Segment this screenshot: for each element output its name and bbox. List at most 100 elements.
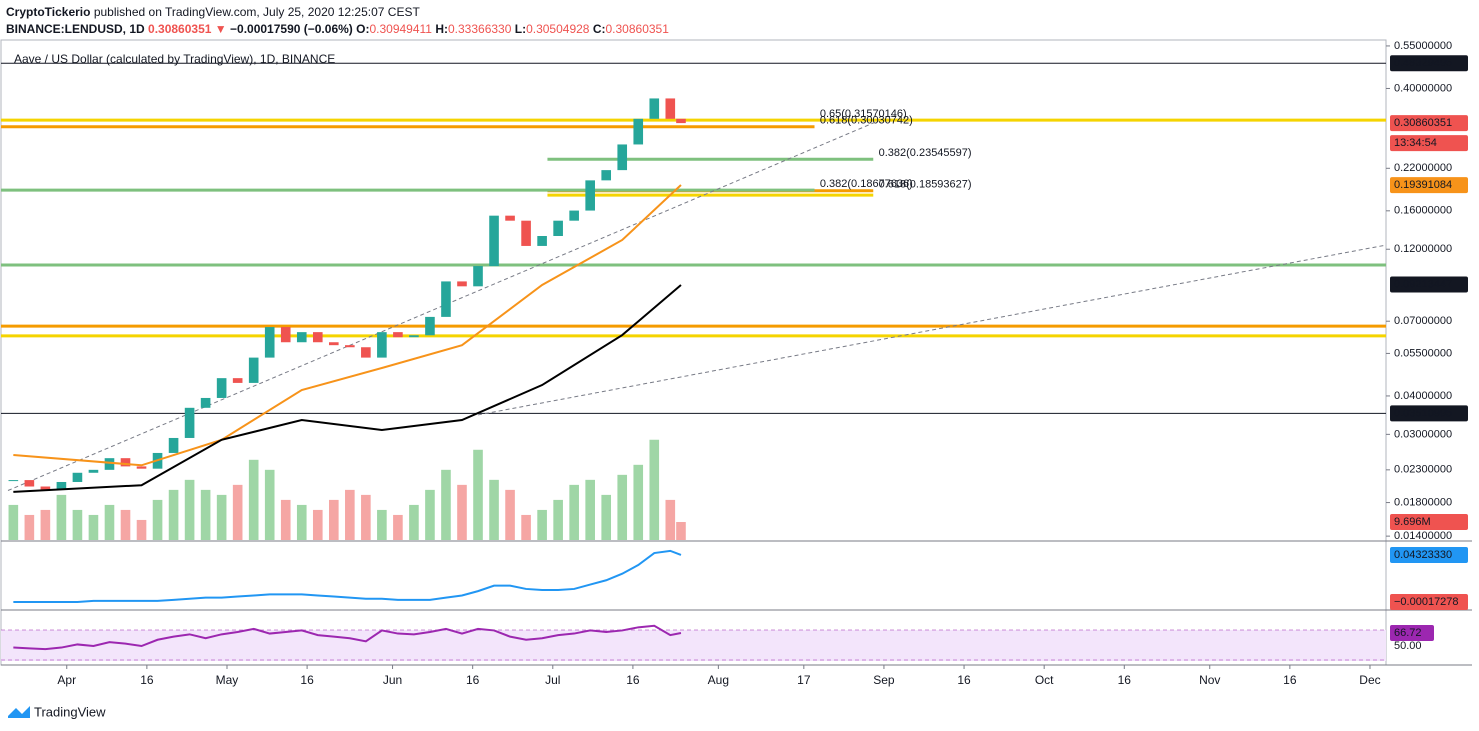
candle [633, 118, 644, 145]
candle [505, 215, 515, 221]
candle [441, 281, 451, 317]
y-tick-label: 0.55000000 [1394, 40, 1452, 52]
volume-bar [24, 514, 35, 540]
arrow: ▼ [214, 22, 227, 36]
volume-bar [361, 494, 371, 540]
x-tick-label: Dec [1359, 673, 1380, 687]
countdown: 13:34:54 [1394, 137, 1437, 149]
x-tick-label: Jun [383, 673, 402, 687]
header: CryptoTickerio published on TradingView.… [6, 4, 669, 38]
price-label: 0.03510995 [1394, 407, 1452, 419]
x-tick-label: Oct [1035, 673, 1054, 687]
header-line: CryptoTickerio published on TradingView.… [6, 4, 669, 21]
x-tick-label: 16 [1118, 673, 1132, 687]
volume-bar [393, 514, 403, 540]
volume-bar [441, 469, 451, 540]
x-tick-label: 17 [797, 673, 811, 687]
price-label-box [1390, 276, 1468, 293]
candle [425, 316, 435, 336]
candle [665, 98, 676, 119]
o-label: O: [356, 22, 370, 36]
symbol: BINANCE:LENDUSD, 1D [6, 22, 145, 36]
candle [200, 397, 211, 408]
header-line: BINANCE:LENDUSD, 1D 0.30860351 ▼ −0.0001… [6, 21, 669, 38]
macd-label: −0.00017278 [1394, 596, 1459, 608]
volume-bar [505, 489, 515, 540]
volume-bar [136, 519, 147, 540]
candle [345, 345, 355, 348]
y-tick-label: 0.16000000 [1394, 205, 1452, 217]
high: 0.33366330 [448, 22, 512, 36]
macd-label: 0.04323330 [1394, 549, 1452, 561]
countdown-box [1390, 135, 1468, 152]
y-tick-label: 0.02300000 [1394, 464, 1452, 476]
y-tick-label: 0.01800000 [1394, 496, 1452, 508]
x-tick-label: Jul [545, 673, 560, 687]
candle [88, 469, 99, 473]
x-tick-label: Apr [57, 673, 76, 687]
volume-bar [409, 504, 419, 540]
publisher: CryptoTickerio [6, 5, 91, 19]
candle [393, 332, 403, 338]
price-label: 0.19391084 [1394, 179, 1452, 191]
x-tick-label: 16 [300, 673, 314, 687]
candle [216, 378, 227, 398]
candle [72, 472, 83, 482]
x-tick-label: 16 [1283, 673, 1297, 687]
rsi-label-box [1390, 624, 1434, 641]
candle [264, 327, 275, 358]
candle [537, 236, 547, 246]
macd-label-box [1390, 546, 1468, 563]
volume-bar [264, 469, 275, 540]
x-tick-label: 16 [140, 673, 154, 687]
l-label: L: [514, 22, 527, 36]
volume-bar [248, 459, 259, 540]
candle [248, 357, 259, 383]
volume-bar [72, 509, 83, 540]
volume-bar [40, 509, 51, 540]
candle [136, 466, 147, 469]
candle [649, 98, 660, 119]
level-label: 0.382(0.23545597) [879, 147, 972, 159]
candle [232, 378, 243, 383]
volume-bar [676, 522, 686, 540]
published: published on TradingView.com, July 25, 2… [93, 5, 420, 19]
x-tick-label: May [216, 673, 239, 687]
volume-bar [120, 509, 131, 540]
price-label-box [1390, 405, 1468, 422]
rsi-tick-label: 50.00 [1394, 640, 1422, 652]
volume-bar [553, 499, 563, 540]
candle [104, 458, 115, 470]
candle [40, 486, 51, 490]
level-label: 0.618(0.30030742) [820, 115, 913, 127]
candle [585, 180, 595, 211]
candle [676, 118, 686, 124]
volume-bar [489, 479, 499, 540]
last: 0.30860351 [148, 22, 212, 36]
candle [569, 210, 579, 221]
rsi-label: 66.72 [1394, 627, 1422, 639]
y-tick-label: 0.40000000 [1394, 82, 1452, 94]
rsi-band [1, 630, 1386, 661]
volume-bar [200, 489, 211, 540]
y-tick-label: 0.03000000 [1394, 428, 1452, 440]
trendline [477, 244, 1387, 416]
candle [280, 327, 291, 343]
candle [312, 332, 323, 343]
rsi-line [13, 624, 682, 651]
footer: TradingView [34, 704, 106, 719]
y-tick-label: 0.22000000 [1394, 162, 1452, 174]
candle [521, 220, 531, 246]
level-label: 0.382(0.18677636) [820, 178, 913, 190]
logo [8, 706, 30, 718]
volume-bar [328, 499, 339, 540]
volume-bar [232, 484, 243, 540]
candle [601, 170, 612, 181]
volume-bar [569, 484, 579, 540]
price-label: 0.48329495 [1394, 57, 1452, 69]
candle [377, 332, 387, 358]
moving-average [13, 184, 682, 467]
c-label: C: [592, 22, 606, 36]
